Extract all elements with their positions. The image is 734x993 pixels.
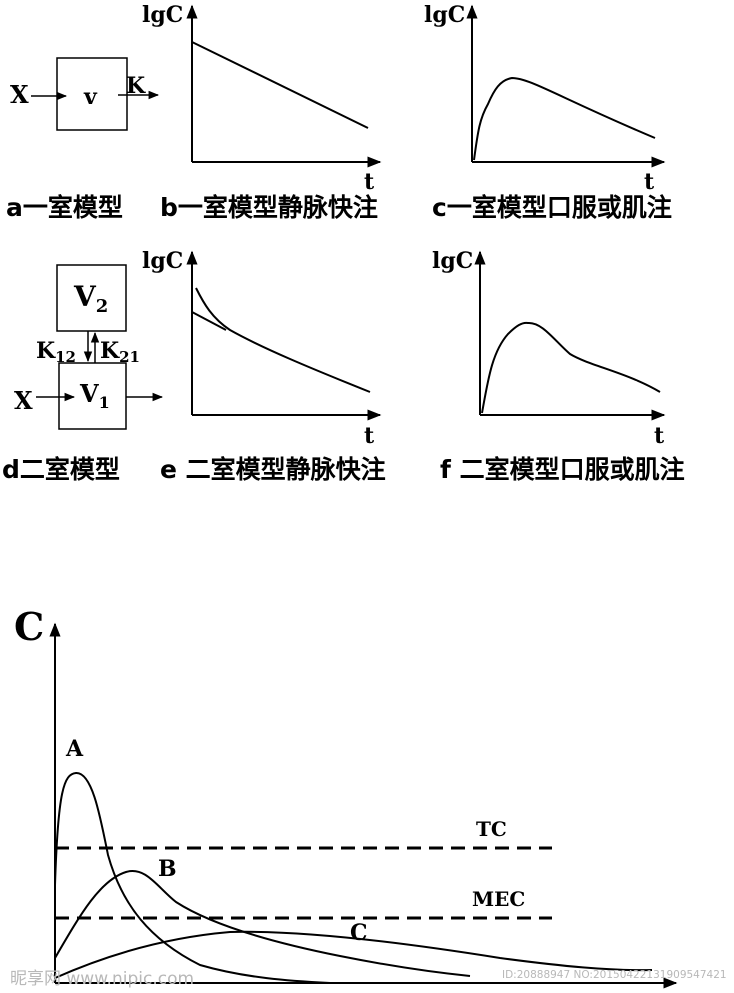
k21-label: K21 (100, 338, 140, 366)
terminal-phase-extrapolation (191, 311, 227, 331)
peripheral-compartment-box (56, 264, 127, 332)
mec-label: MEC (472, 887, 525, 911)
panel-e-chart: lgC t e 二室模型静脉快注 (142, 248, 386, 484)
panel-c-chart: lgC t c一室模型口服或肌注 (424, 2, 672, 222)
absorption-distribution-curve (481, 321, 661, 414)
panel-b-chart: lgC t b一室模型静脉快注 (142, 2, 382, 222)
panel-d-two-compartment-model: V2 V1 K12 K21 X d二室模型 (2, 264, 164, 484)
k12-label: K12 (36, 338, 76, 366)
biexponential-curve (195, 287, 371, 393)
curve-b-label: B (158, 856, 177, 882)
curve-a (54, 771, 331, 984)
curve-b (54, 869, 471, 977)
absorption-elimination-curve (473, 76, 656, 161)
panel-b-caption: b一室模型静脉快注 (160, 193, 378, 222)
y-axis-label: lgC (142, 248, 183, 274)
compartment-label: v (83, 84, 98, 110)
rate-label: K (126, 73, 146, 99)
v1-label: V1 (79, 379, 110, 412)
concentration-time-chart: C TC MEC A B C (14, 604, 678, 989)
panel-f-chart: lgC t f 二室模型口服或肌注 (432, 248, 685, 484)
curve-a-label: A (65, 736, 84, 762)
x-axis-label: t (364, 423, 375, 449)
watermark-id: ID:20888947 NO:20150422131909547421 (502, 969, 727, 981)
v2-label: V2 (73, 280, 108, 317)
input-label: X (14, 386, 33, 415)
panel-a-one-compartment-model: X v K a一室模型 (6, 57, 160, 222)
y-axis-label: C (14, 604, 44, 649)
x-axis-label: t (654, 423, 665, 449)
curve-c (54, 930, 653, 979)
central-compartment-box (58, 362, 127, 430)
y-axis-label: lgC (432, 248, 473, 274)
y-axis-label: lgC (424, 2, 465, 28)
watermark: 昵享网 www.nipic.com ID:20888947 NO:2015042… (10, 969, 727, 989)
x-axis-label: t (364, 169, 375, 195)
panel-e-caption: e 二室模型静脉快注 (160, 455, 386, 484)
y-axis-label: lgC (142, 2, 183, 28)
curve-c-label: C (350, 920, 368, 946)
x-axis-label: t (644, 169, 655, 195)
input-label: X (10, 80, 29, 109)
log-concentration-line (191, 41, 369, 129)
panel-f-caption: f 二室模型口服或肌注 (440, 455, 685, 484)
panel-c-caption: c一室模型口服或肌注 (432, 193, 672, 222)
tc-label: TC (476, 817, 507, 841)
watermark-brand: 昵享网 www.nipic.com (10, 969, 194, 989)
panel-d-caption: d二室模型 (2, 455, 120, 484)
panel-a-caption: a一室模型 (6, 193, 123, 222)
